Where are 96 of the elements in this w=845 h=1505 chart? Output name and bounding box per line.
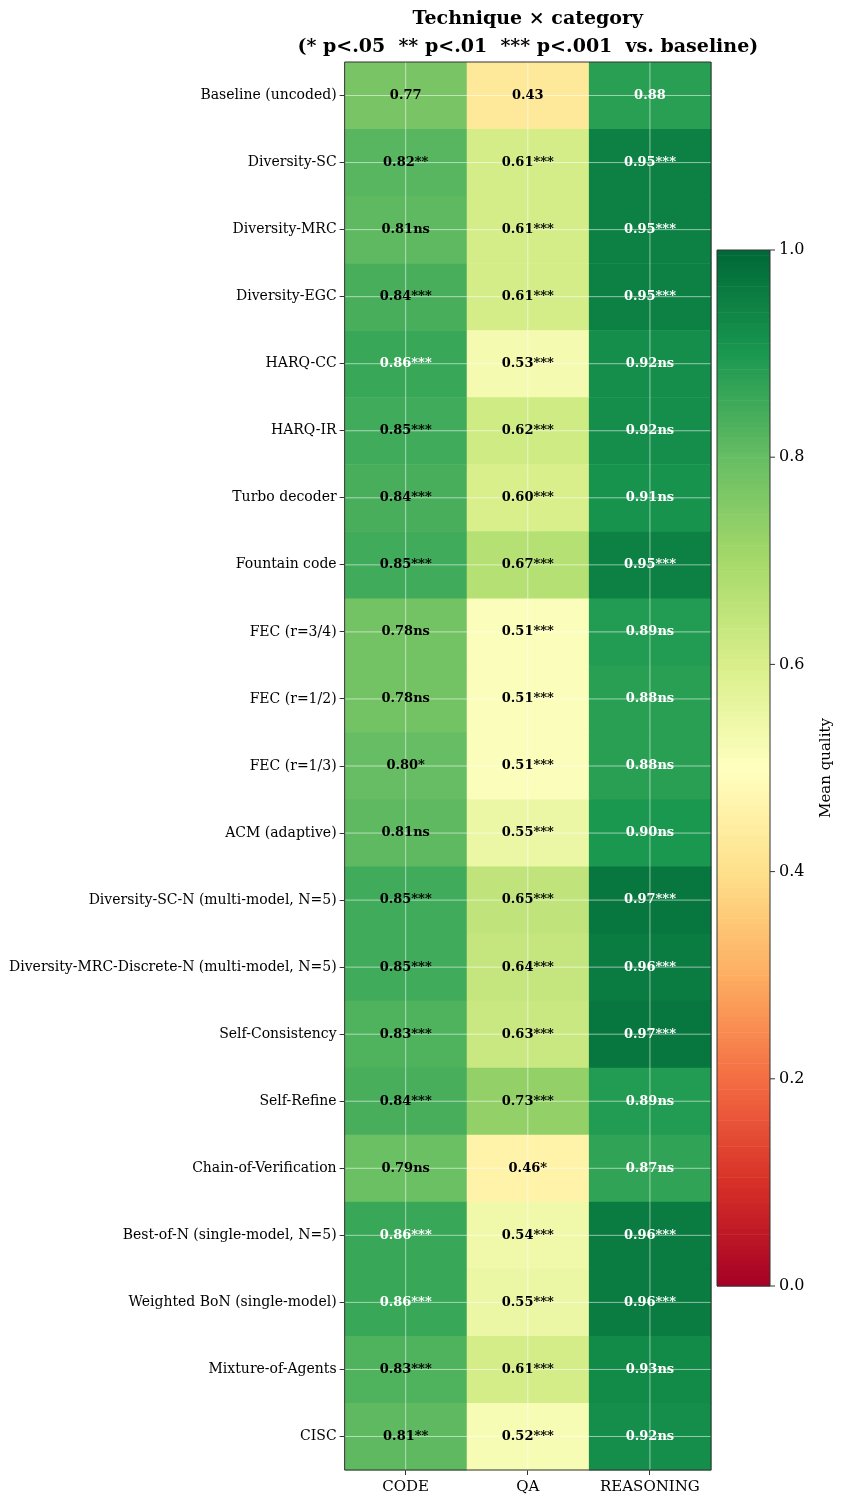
y-tick-label: Mixture-of-Agents xyxy=(208,1360,337,1377)
data-label: 0.95*** xyxy=(623,288,677,304)
data-label: 0.81** xyxy=(383,1427,429,1443)
color-bar-label: 0.4 xyxy=(779,860,805,880)
data-label: 0.90ns xyxy=(625,824,675,840)
color-bar-title: Mean quality xyxy=(815,717,834,818)
data-label: 0.85*** xyxy=(379,422,432,438)
data-label: 0.60*** xyxy=(501,489,555,505)
data-label: 0.64*** xyxy=(501,958,555,974)
data-label: 0.85*** xyxy=(379,958,432,974)
color-bar-label: 0.8 xyxy=(779,446,805,466)
data-label: 0.83*** xyxy=(379,1025,432,1041)
chart-subtitle: (* p<.05 ** p<.01 *** p<.001 vs. baseline) xyxy=(297,34,759,56)
y-tick-label: Weighted BoN (single-model) xyxy=(128,1293,337,1310)
data-label: 0.63*** xyxy=(501,1025,555,1041)
data-label: 0.92ns xyxy=(625,355,675,371)
color-bar-label: 0.2 xyxy=(779,1067,805,1087)
data-label: 0.65*** xyxy=(501,891,555,907)
data-label: 0.73*** xyxy=(501,1092,555,1108)
data-label: 0.51*** xyxy=(501,690,555,706)
data-label: 0.85*** xyxy=(379,556,432,572)
data-label: 0.84*** xyxy=(379,288,432,304)
data-label: 0.81ns xyxy=(381,824,430,840)
color-bar-label: 1.0 xyxy=(779,239,805,259)
data-label: 0.89ns xyxy=(625,623,675,639)
y-tick-label: Chain-of-Verification xyxy=(192,1158,337,1175)
data-label: 0.52*** xyxy=(501,1427,555,1443)
y-tick-label: HARQ-CC xyxy=(265,354,337,371)
y-tick-label: Diversity-SC xyxy=(247,153,337,170)
data-label: 0.95*** xyxy=(623,153,677,169)
data-label: 0.88ns xyxy=(625,690,675,706)
data-label: 0.62*** xyxy=(501,422,555,438)
y-tick-label: HARQ-IR xyxy=(270,421,338,438)
color-bar-label: 0.0 xyxy=(779,1275,805,1295)
data-label: 0.46* xyxy=(508,1159,548,1175)
data-label: 0.67*** xyxy=(501,556,555,572)
y-tick-label: Fountain code xyxy=(235,555,337,572)
x-tick-label: REASONING xyxy=(600,1476,700,1495)
data-label: 0.88ns xyxy=(625,757,675,773)
x-tick-label: CODE xyxy=(382,1476,430,1495)
y-tick-label: Diversity-EGC xyxy=(235,287,337,304)
data-label: 0.92ns xyxy=(625,1427,675,1443)
y-tick-label: FEC (r=3/4) xyxy=(249,622,337,639)
data-label: 0.96*** xyxy=(623,1226,677,1242)
y-tick-label: Self-Consistency xyxy=(219,1024,337,1041)
data-label: 0.88 xyxy=(634,86,666,102)
y-tick-label: Diversity-MRC-Discrete-N (multi-model, N=5) xyxy=(8,957,337,974)
y-tick-label: Self-Refine xyxy=(259,1091,337,1108)
data-label: 0.92ns xyxy=(625,422,675,438)
data-label: 0.84*** xyxy=(379,489,432,505)
data-label: 0.97*** xyxy=(623,891,677,907)
data-label: 0.83*** xyxy=(379,1360,432,1376)
data-label: 0.86*** xyxy=(379,355,432,371)
data-label: 0.95*** xyxy=(623,556,677,572)
color-bar-label: 0.6 xyxy=(779,653,805,673)
data-label: 0.61*** xyxy=(501,288,555,304)
data-label: 0.96*** xyxy=(623,1293,677,1309)
data-label: 0.86*** xyxy=(379,1293,432,1309)
y-tick-label: FEC (r=1/3) xyxy=(249,756,337,773)
y-tick-label: CISC xyxy=(300,1427,337,1444)
data-label: 0.86*** xyxy=(379,1226,432,1242)
chart-title: Technique × category xyxy=(412,6,645,28)
data-label: 0.80* xyxy=(386,757,426,773)
y-tick-label: Turbo decoder xyxy=(232,488,337,505)
data-label: 0.84*** xyxy=(379,1092,432,1108)
data-label: 0.96*** xyxy=(623,958,677,974)
y-tick-label: Baseline (uncoded) xyxy=(200,86,337,103)
data-label: 0.95*** xyxy=(623,220,677,236)
y-tick-label: Diversity-MRC xyxy=(232,220,337,237)
y-tick-label: Diversity-SC-N (multi-model, N=5) xyxy=(88,890,337,907)
x-tick-label: QA xyxy=(516,1476,540,1495)
data-label: 0.43 xyxy=(511,86,544,102)
data-label: 0.85*** xyxy=(379,891,432,907)
y-tick-label: Best-of-N (single-model, N=5) xyxy=(122,1225,337,1242)
data-label: 0.97*** xyxy=(623,1025,677,1041)
data-label: 0.79ns xyxy=(381,1159,430,1175)
data-label: 0.91ns xyxy=(625,489,675,505)
y-tick-label: ACM (adaptive) xyxy=(224,823,337,840)
data-label: 0.55*** xyxy=(501,1293,555,1309)
y-tick-label: FEC (r=1/2) xyxy=(249,689,337,706)
data-label: 0.61*** xyxy=(501,153,555,169)
data-label: 0.53*** xyxy=(501,355,555,371)
data-label: 0.78ns xyxy=(381,623,430,639)
data-label: 0.55*** xyxy=(501,824,555,840)
data-label: 0.61*** xyxy=(501,220,555,236)
data-label: 0.82** xyxy=(383,153,429,169)
data-label: 0.87ns xyxy=(625,1159,675,1175)
data-label: 0.81ns xyxy=(381,220,430,236)
data-label: 0.89ns xyxy=(625,1092,675,1108)
data-label: 0.93ns xyxy=(625,1360,675,1376)
data-label: 0.51*** xyxy=(501,757,555,773)
data-label: 0.51*** xyxy=(501,623,555,639)
data-label: 0.77 xyxy=(389,86,422,102)
data-label: 0.54*** xyxy=(501,1226,555,1242)
data-label: 0.78ns xyxy=(381,690,430,706)
data-label: 0.61*** xyxy=(501,1360,555,1376)
